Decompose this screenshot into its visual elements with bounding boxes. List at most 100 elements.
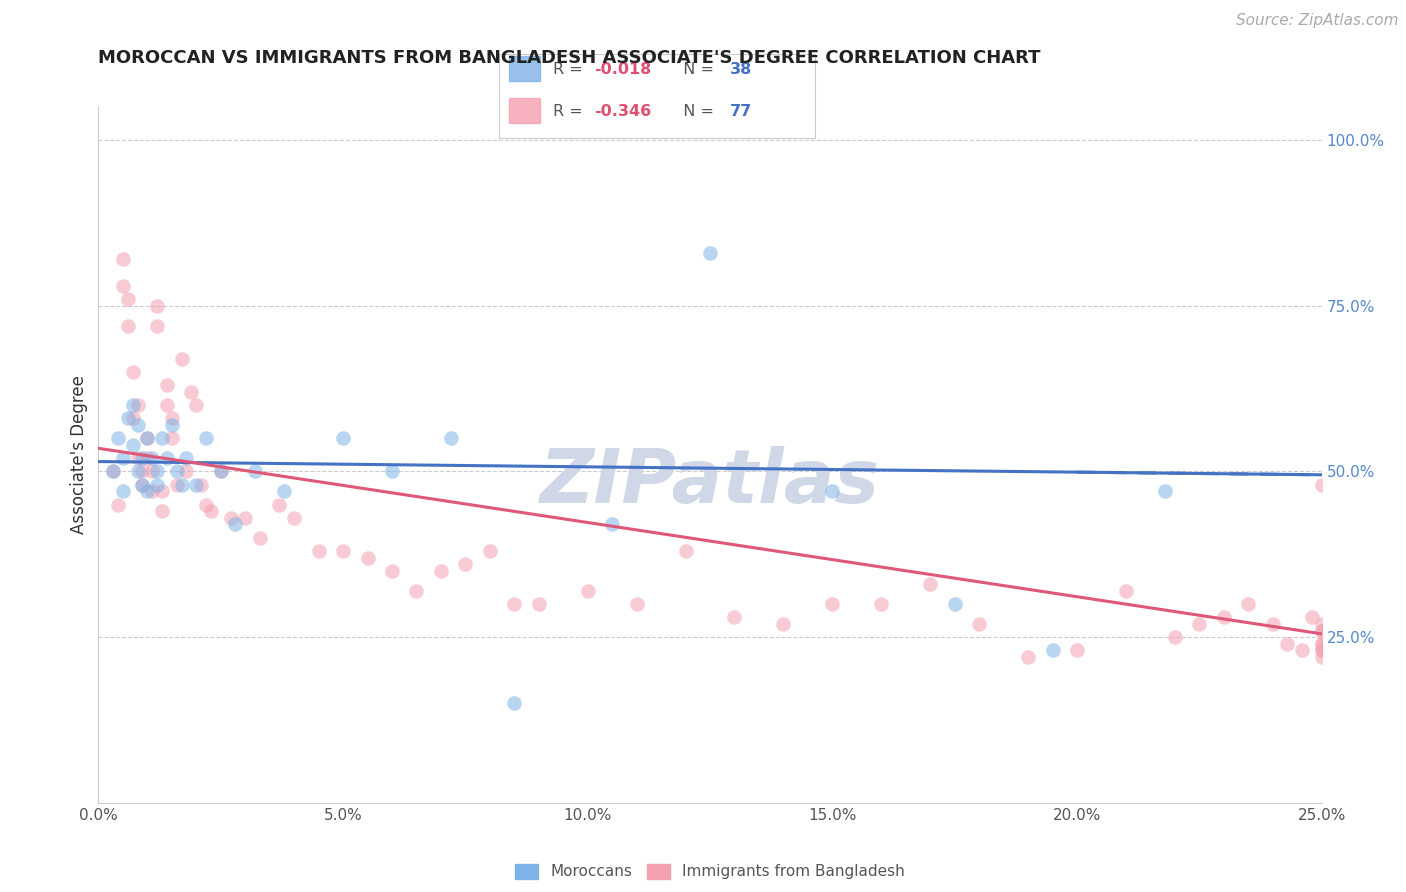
Point [503,597,526,611]
Point [111,451,134,466]
Point [146,477,169,491]
Point [176,451,198,466]
Point [269,498,291,512]
Point [1310,643,1333,657]
Point [1212,610,1234,624]
Point [1310,650,1333,665]
Point [1291,643,1313,657]
Point [166,465,188,479]
Point [150,431,173,445]
Point [127,465,149,479]
Point [356,550,378,565]
Point [180,384,202,399]
Point [209,465,232,479]
Point [121,438,143,452]
Point [1261,616,1284,631]
Point [131,477,153,491]
Point [699,245,721,260]
Text: R =: R = [553,62,588,77]
Text: R =: R = [553,103,588,119]
Point [332,544,354,558]
Point [821,597,844,611]
Point [107,498,129,512]
Point [626,597,648,611]
Y-axis label: Associate's Degree: Associate's Degree [70,376,89,534]
Point [136,484,159,499]
Point [170,351,193,366]
Point [1310,637,1333,651]
Point [1164,630,1187,644]
Text: 77: 77 [730,103,752,119]
Text: -0.346: -0.346 [593,103,651,119]
Point [527,597,550,611]
Point [478,544,501,558]
Text: Source: ZipAtlas.com: Source: ZipAtlas.com [1236,13,1399,29]
Point [160,431,183,445]
Point [405,583,427,598]
Point [943,597,966,611]
Point [131,451,153,466]
Text: N =: N = [673,62,720,77]
Point [675,544,697,558]
Point [136,431,159,445]
Point [101,465,124,479]
Text: N =: N = [673,103,720,119]
Point [1115,583,1137,598]
Point [772,616,794,631]
Point [600,517,623,532]
Point [1310,624,1333,638]
Point [141,465,163,479]
Point [141,451,163,466]
Point [381,465,404,479]
Point [186,477,208,491]
Point [176,465,198,479]
Point [117,411,139,425]
Point [121,365,143,379]
Point [127,418,149,433]
Point [1310,624,1333,638]
Point [273,484,295,499]
Point [1310,616,1333,631]
Point [430,564,453,578]
Point [1277,637,1299,651]
Point [308,544,330,558]
Point [249,531,271,545]
Point [136,451,159,466]
Point [170,477,193,491]
Point [117,318,139,333]
Point [107,431,129,445]
Point [121,398,143,412]
Point [111,484,134,499]
Point [332,431,354,445]
Point [131,477,153,491]
Point [111,252,134,267]
Point [127,398,149,412]
Text: -0.018: -0.018 [593,62,651,77]
Point [1237,597,1260,611]
Point [150,504,173,518]
Point [166,477,188,491]
Point [195,431,218,445]
Point [141,484,163,499]
Bar [509,56,540,81]
Point [131,465,153,479]
Point [1301,610,1323,624]
Point [1310,637,1333,651]
Point [146,318,169,333]
Point [243,465,266,479]
Point [146,465,169,479]
Point [150,484,173,499]
Point [101,465,124,479]
Text: ZIPatlas: ZIPatlas [540,446,880,519]
Point [440,431,463,445]
Text: MOROCCAN VS IMMIGRANTS FROM BANGLADESH ASSOCIATE'S DEGREE CORRELATION CHART: MOROCCAN VS IMMIGRANTS FROM BANGLADESH A… [98,49,1040,67]
Text: 38: 38 [730,62,752,77]
Bar [509,97,540,123]
Point [723,610,745,624]
Point [219,511,242,525]
Point [156,378,179,392]
Point [870,597,893,611]
Point [117,292,139,306]
Point [1310,643,1333,657]
Point [821,484,844,499]
